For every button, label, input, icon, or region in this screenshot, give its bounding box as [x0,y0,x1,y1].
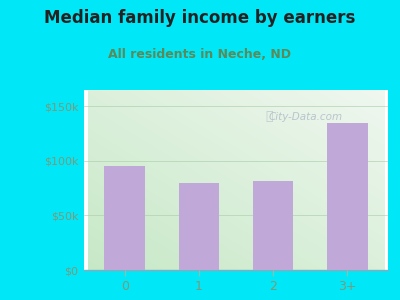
Bar [178,183,219,270]
Bar [104,167,145,270]
Text: All residents in Neche, ND: All residents in Neche, ND [108,48,292,61]
Bar [253,181,294,270]
Bar [327,123,368,270]
Text: ⌕: ⌕ [266,110,273,123]
Text: Median family income by earners: Median family income by earners [44,9,356,27]
Text: City-Data.com: City-Data.com [269,112,343,122]
